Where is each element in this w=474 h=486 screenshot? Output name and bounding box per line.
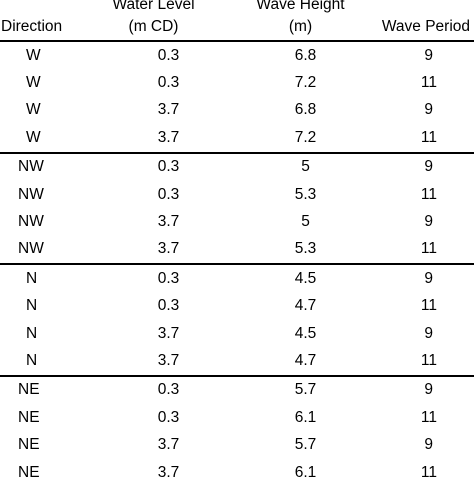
cell-wave-period: 11 bbox=[420, 297, 437, 315]
cell-wave-height: 5.3 bbox=[294, 185, 317, 203]
cell-water-level: 0.3 bbox=[157, 269, 180, 287]
cell-water-level: 3.7 bbox=[157, 213, 180, 231]
cell-wave-height: 4.7 bbox=[241, 347, 360, 377]
cell-water-level: 3.7 bbox=[157, 436, 180, 454]
cell-direction: N bbox=[26, 324, 38, 342]
cell-water-level: 3.7 bbox=[66, 235, 241, 266]
cell-wave-period: 9 bbox=[424, 101, 433, 119]
cell-direction: NW bbox=[18, 158, 44, 176]
cell-direction: N bbox=[26, 269, 38, 287]
cell-wave-period: 11 bbox=[420, 74, 437, 92]
header-water-level: Water Level (m CD) bbox=[66, 0, 241, 41]
cell-wave-period: 11 bbox=[420, 408, 437, 426]
cell-direction: NE bbox=[18, 408, 40, 426]
table-row: NE 0.3 5.7 9 bbox=[0, 376, 474, 404]
cell-water-level: 0.3 bbox=[157, 297, 180, 315]
cell-direction: N bbox=[0, 347, 66, 377]
cell-water-level: 0.3 bbox=[157, 46, 180, 64]
cell-wave-height: 4.7 bbox=[294, 297, 317, 315]
cell-wave-height: 6.1 bbox=[294, 463, 317, 481]
cell-wave-period: 11 bbox=[360, 347, 474, 377]
table-row: NE 3.7 5.7 9 bbox=[0, 431, 474, 458]
table-row: W 0.3 6.8 9 bbox=[0, 41, 474, 69]
header-water-level-line1: Water Level bbox=[112, 0, 195, 13]
cell-wave-height: 5 bbox=[301, 158, 310, 176]
table-row: N 3.7 4.7 11 bbox=[0, 347, 474, 377]
cell-water-level: 0.3 bbox=[157, 74, 180, 92]
cell-wave-height: 6.8 bbox=[294, 101, 317, 119]
cell-wave-height: 6.8 bbox=[294, 46, 317, 64]
cell-wave-height: 7.2 bbox=[294, 74, 317, 92]
cell-direction: N bbox=[26, 297, 38, 315]
table-row: NE 0.3 6.1 11 bbox=[0, 404, 474, 431]
table-header: Direction Water Level (m CD) Wave Height… bbox=[0, 0, 474, 41]
cell-direction: NE bbox=[18, 463, 40, 481]
cell-water-level: 3.7 bbox=[66, 124, 241, 154]
cell-water-level: 3.7 bbox=[157, 324, 180, 342]
cell-wave-height: 5.3 bbox=[241, 235, 360, 266]
cell-water-level: 3.7 bbox=[157, 463, 180, 481]
cell-direction: NE bbox=[18, 381, 40, 399]
header-wave-period: Wave Period bbox=[381, 18, 470, 35]
cell-direction: NW bbox=[0, 235, 66, 266]
cell-wave-period: 9 bbox=[424, 269, 433, 287]
cell-wave-period: 11 bbox=[360, 235, 474, 266]
table-row: N 0.3 4.7 11 bbox=[0, 293, 474, 320]
cell-water-level: 0.3 bbox=[157, 408, 180, 426]
cell-direction: NW bbox=[18, 213, 44, 231]
cell-direction: W bbox=[26, 46, 41, 64]
cell-wave-period: 9 bbox=[424, 213, 433, 231]
cell-wave-period: 11 bbox=[360, 124, 474, 154]
cell-wave-height: 5 bbox=[301, 213, 310, 231]
cell-direction: W bbox=[26, 101, 41, 119]
cell-water-level: 0.3 bbox=[157, 158, 180, 176]
cell-wave-height: 5.7 bbox=[294, 381, 317, 399]
cell-wave-period: 9 bbox=[424, 158, 433, 176]
table-row: N 3.7 4.5 9 bbox=[0, 320, 474, 347]
cell-direction: NE bbox=[18, 436, 40, 454]
cell-wave-period: 9 bbox=[424, 46, 433, 64]
cell-wave-height: 6.1 bbox=[294, 408, 317, 426]
cell-wave-period: 9 bbox=[424, 381, 433, 399]
table-row: W 0.3 7.2 11 bbox=[0, 69, 474, 96]
table-row: NW 3.7 5.3 11 bbox=[0, 235, 474, 266]
cell-wave-height: 4.5 bbox=[294, 324, 317, 342]
cell-wave-period: 11 bbox=[420, 463, 437, 481]
cell-wave-period: 9 bbox=[424, 324, 433, 342]
cell-wave-period: 9 bbox=[424, 436, 433, 454]
table-body: W 0.3 6.8 9 W 0.3 7.2 11 W 3.7 6.8 9 W 3.7 7.2 11 NW 0.3 5… bbox=[0, 41, 474, 486]
table-row: NW 0.3 5 9 bbox=[0, 153, 474, 181]
cell-water-level: 3.7 bbox=[66, 347, 241, 377]
cell-direction: W bbox=[26, 74, 41, 92]
header-water-level-line2: (m CD) bbox=[128, 18, 179, 35]
header-wave-height-line1: Wave Height bbox=[256, 0, 345, 13]
table-row: NW 0.3 5.3 11 bbox=[0, 181, 474, 208]
header-row: Direction Water Level (m CD) Wave Height… bbox=[0, 0, 474, 41]
cell-water-level: 0.3 bbox=[157, 185, 180, 203]
cell-water-level: 0.3 bbox=[157, 381, 180, 399]
table-row: N 0.3 4.5 9 bbox=[0, 264, 474, 292]
table-row: NW 3.7 5 9 bbox=[0, 208, 474, 235]
header-wave-height-line2: (m) bbox=[288, 18, 313, 35]
cell-wave-height: 7.2 bbox=[241, 124, 360, 154]
table-row: W 3.7 6.8 9 bbox=[0, 97, 474, 124]
cell-wave-height: 5.7 bbox=[294, 436, 317, 454]
cell-wave-height: 4.5 bbox=[294, 269, 317, 287]
cell-wave-period: 11 bbox=[420, 185, 437, 203]
table-row: W 3.7 7.2 11 bbox=[0, 124, 474, 154]
cell-water-level: 3.7 bbox=[157, 101, 180, 119]
cell-direction: NW bbox=[18, 185, 44, 203]
cell-direction: W bbox=[0, 124, 66, 154]
header-direction: Direction bbox=[1, 18, 63, 35]
table-row: NE 3.7 6.1 11 bbox=[0, 459, 474, 486]
header-wave-height: Wave Height (m) bbox=[241, 0, 360, 41]
